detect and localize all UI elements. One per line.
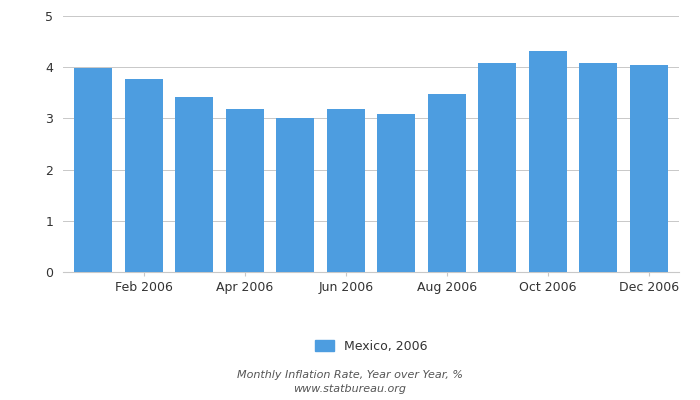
Bar <box>428 94 466 272</box>
Legend: Mexico, 2006: Mexico, 2006 <box>310 334 432 358</box>
Bar <box>377 114 415 272</box>
Bar <box>276 118 314 272</box>
Bar <box>226 109 264 272</box>
Bar <box>175 98 214 272</box>
Bar <box>478 62 516 272</box>
Bar <box>327 109 365 272</box>
Text: www.statbureau.org: www.statbureau.org <box>293 384 407 394</box>
Bar <box>74 68 112 272</box>
Bar <box>125 80 162 272</box>
Text: Monthly Inflation Rate, Year over Year, %: Monthly Inflation Rate, Year over Year, … <box>237 370 463 380</box>
Bar <box>580 62 617 272</box>
Bar <box>630 65 668 272</box>
Bar <box>528 51 567 272</box>
